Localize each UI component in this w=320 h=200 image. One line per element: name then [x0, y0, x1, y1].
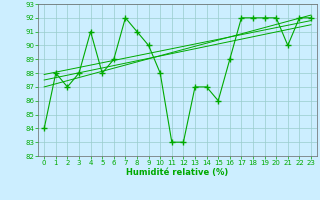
- X-axis label: Humidité relative (%): Humidité relative (%): [126, 168, 229, 177]
